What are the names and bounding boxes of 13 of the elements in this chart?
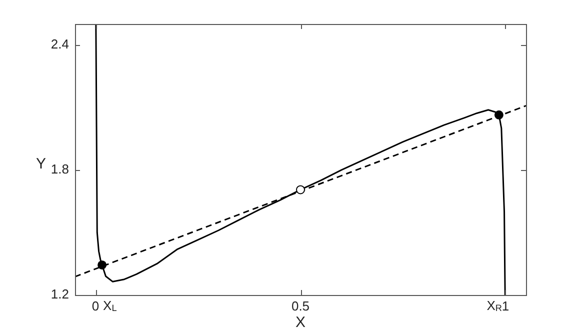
x-tick-label: 1 (502, 298, 510, 314)
text: XR (486, 298, 502, 314)
point (296, 185, 305, 194)
y-tick-label: 1.8 (50, 162, 69, 176)
text: XL (103, 298, 117, 314)
y-axis-title: Y (36, 156, 46, 173)
y-tick-label: 2.4 (50, 36, 69, 52)
x-tick-label: 0 (92, 298, 100, 314)
point (494, 110, 504, 120)
y-tick-label: 1.2 (50, 286, 69, 302)
x-tick-label: 0.5 (291, 298, 310, 314)
x-axis-title: X (295, 314, 306, 332)
point (98, 260, 107, 270)
